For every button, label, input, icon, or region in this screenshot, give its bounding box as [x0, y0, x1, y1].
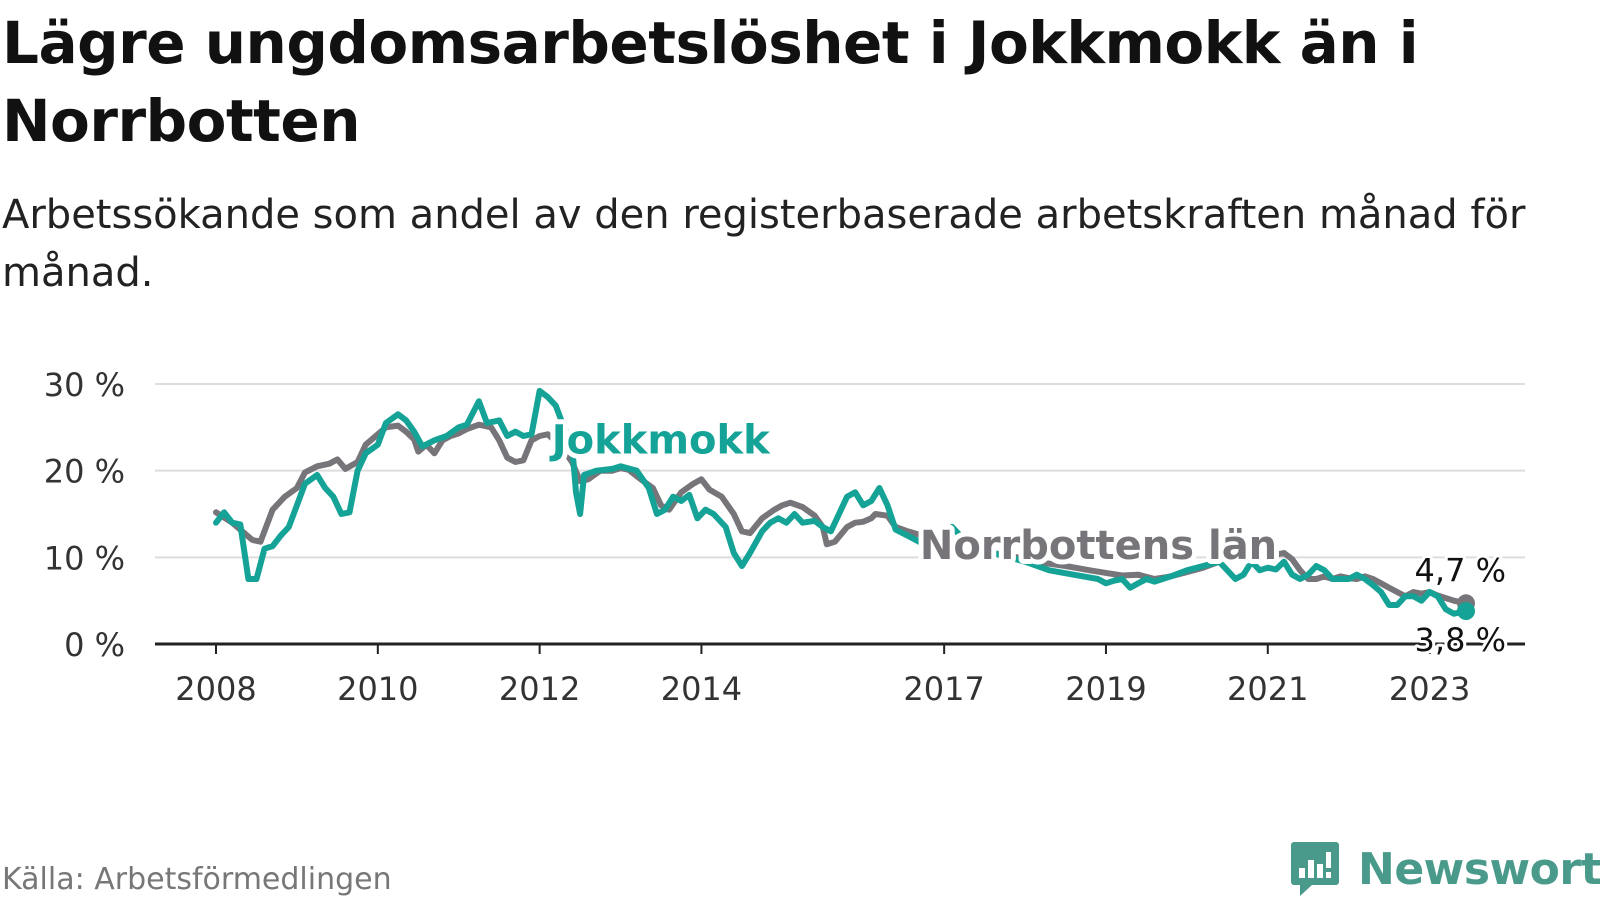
x-tick-label: 2014 [661, 670, 742, 708]
x-tick-label: 2021 [1227, 670, 1308, 708]
chart-subtitle: Arbetssökande som andel av den registerb… [2, 192, 1526, 296]
y-tick-label: 20 % [44, 453, 125, 491]
grid-lines [155, 383, 1525, 646]
x-tick-label: 2019 [1065, 670, 1146, 708]
end-label-halo: 3,8 % [1415, 621, 1506, 659]
series-label-jokkmokk: Jokkmokk [549, 417, 771, 463]
brand-logo: Newsworthy [1290, 840, 1600, 898]
x-axis-ticks: 2008 2010 2012 2014 2017 2019 2021 2023 [175, 644, 1470, 708]
y-tick-label: 10 % [44, 539, 125, 577]
end-label-norrbotten: 4,7 % [1415, 551, 1506, 589]
y-tick-label: 30 % [44, 366, 125, 404]
line-chart: 0 % 10 % 20 % 30 % 2008 2010 2012 2014 2017 2019… [44, 366, 1525, 708]
x-tick-label: 2012 [499, 670, 580, 708]
x-tick-label: 2017 [903, 670, 984, 708]
x-tick-label: 2023 [1389, 670, 1470, 708]
y-tick-label: 0 % [64, 626, 125, 664]
end-label-halo: 4,7 % [1415, 551, 1506, 589]
series-label-halo: Norrbottens län [920, 523, 1277, 569]
bar-chart-badge-icon [1291, 842, 1339, 896]
chart-title: Lägre ungdomsarbetslöshet i Jokkmokk än … [2, 9, 1419, 155]
brand-name: Newsworthy [1358, 843, 1600, 895]
end-label-jokkmokk: 3,8 % [1415, 621, 1506, 659]
series-line-jokkmokk [213, 387, 1469, 617]
source-note: Källa: Arbetsförmedlingen [2, 862, 392, 897]
x-tick-label: 2010 [337, 670, 418, 708]
series-label-halo: Jokkmokk [549, 417, 771, 463]
end-marker-jokkmokk [1457, 602, 1475, 621]
series-label-norrbotten: Norrbottens län [920, 523, 1277, 569]
y-axis-ticks: 0 % 10 % 20 % 30 % [44, 366, 125, 664]
end-markers: 4,7 %4,7 %3,8 %3,8 % [1412, 548, 1509, 662]
series-line-norrbotten [213, 421, 1469, 607]
x-tick-label: 2008 [175, 670, 256, 708]
series-lines [213, 387, 1469, 617]
